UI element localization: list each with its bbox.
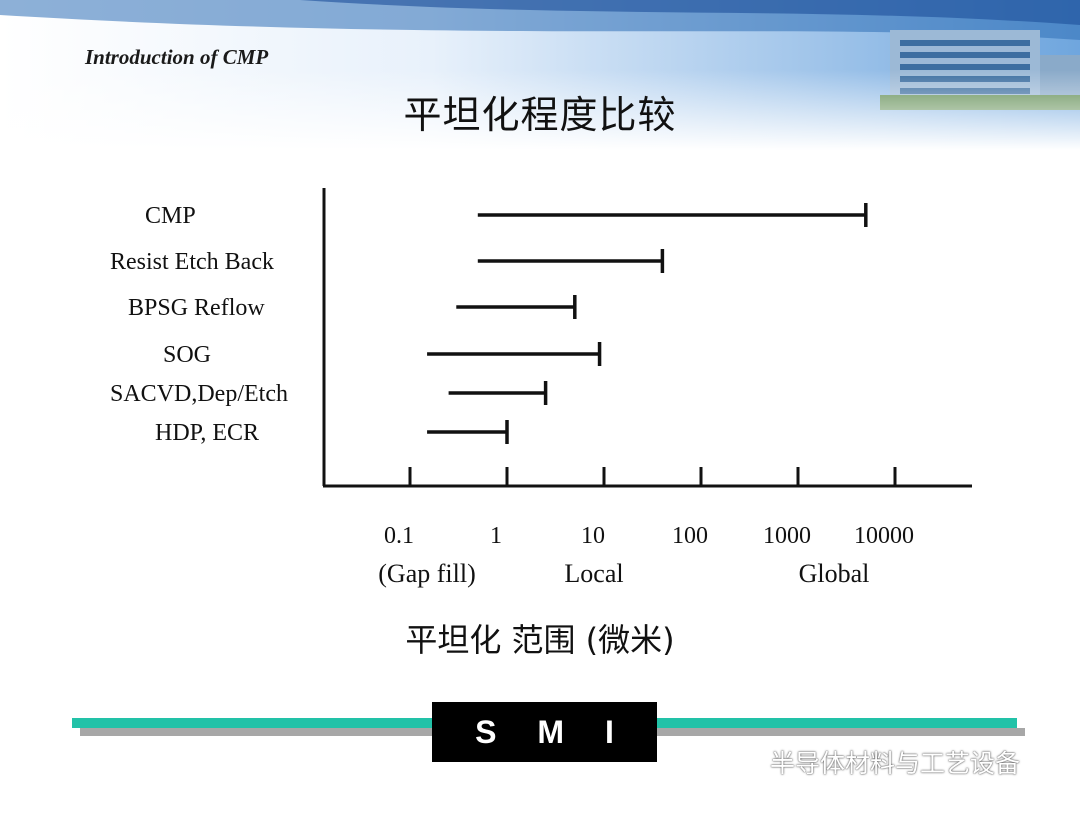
x-tick-label: 10000	[854, 523, 914, 549]
series-label: SACVD,Dep/Etch	[110, 381, 288, 407]
header-banner	[0, 0, 1080, 150]
smic-logo: S M I C	[432, 702, 657, 810]
x-region-label: (Gap fill)	[378, 559, 475, 588]
smic-logo-text: S M I C	[475, 714, 630, 810]
series-label: Resist Etch Back	[110, 249, 274, 275]
x-axis-title: 平坦化 范围 (微米)	[405, 621, 675, 659]
wechat-icon	[722, 747, 761, 776]
series-label: HDP, ECR	[155, 420, 259, 446]
x-tick-label: 1	[490, 523, 502, 549]
x-region-label: Local	[564, 559, 623, 588]
slide-title: 平坦化程度比较	[403, 93, 677, 137]
x-tick-label: 1000	[763, 523, 811, 549]
x-tick-label: 100	[672, 523, 708, 549]
x-tick-label: 10	[581, 523, 605, 549]
wechat-watermark: 半导体材料与工艺设备	[722, 744, 1020, 780]
x-tick-label: 0.1	[384, 523, 414, 549]
deck-subtitle: Introduction of CMP	[85, 45, 269, 69]
series-label: BPSG Reflow	[128, 295, 265, 321]
x-region-label: Global	[799, 559, 870, 588]
watermark-text: 半导体材料与工艺设备	[770, 749, 1021, 778]
series-label: SOG	[163, 342, 211, 368]
series-label: CMP	[145, 203, 196, 229]
